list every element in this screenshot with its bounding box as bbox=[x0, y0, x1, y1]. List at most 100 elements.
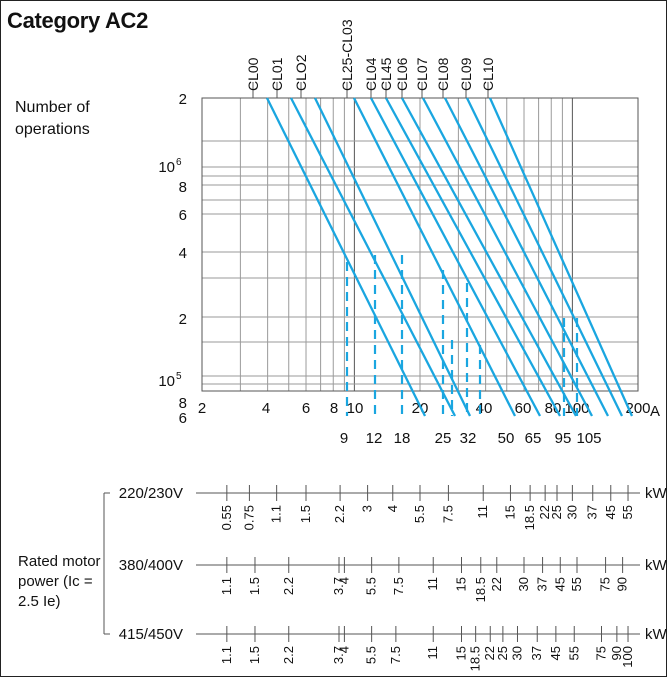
x-tick-label: 4 bbox=[262, 400, 270, 417]
power-tick-label: 0.75 bbox=[241, 505, 256, 530]
rated-current-label: 65 bbox=[525, 430, 542, 447]
power-tick-label: 11 bbox=[425, 646, 440, 660]
series-label: CL25-CL03 bbox=[339, 19, 355, 91]
x-tick-label: 40 bbox=[476, 400, 493, 417]
y-tick-label: 6 bbox=[179, 410, 187, 427]
power-unit-label: kW bbox=[645, 557, 667, 574]
series-line-cl45 bbox=[384, 97, 562, 417]
rated-current-label: 95 bbox=[555, 430, 572, 447]
power-tick-label: 11 bbox=[475, 505, 490, 519]
series-label: CLO2 bbox=[293, 54, 309, 91]
power-tick-label: 55 bbox=[620, 505, 635, 519]
x-tick-label: 10 bbox=[347, 400, 364, 417]
power-tick-label: 3 bbox=[360, 505, 375, 512]
power-tick-label: 75 bbox=[593, 646, 608, 660]
rated-current-label: 32 bbox=[460, 430, 477, 447]
series-label: CL45 bbox=[378, 57, 394, 91]
power-tick-label: 4 bbox=[336, 646, 351, 653]
power-tick-label: 30 bbox=[509, 646, 524, 660]
power-tick-label: 25 bbox=[549, 505, 564, 519]
plot-border bbox=[201, 97, 639, 392]
power-tick-label: 4 bbox=[336, 577, 351, 584]
power-voltage-label: 380/400V bbox=[119, 557, 183, 574]
series-line-cl04 bbox=[369, 97, 542, 417]
y-tick-label-exponent: 6 bbox=[176, 157, 182, 168]
series-label: CL08 bbox=[435, 57, 451, 91]
series-label: CL01 bbox=[269, 57, 285, 91]
power-tick-label: 0.55 bbox=[219, 505, 234, 530]
x-tick-label: 8 bbox=[330, 400, 338, 417]
series-label: CL04 bbox=[363, 57, 379, 91]
power-tick-label: 55 bbox=[569, 577, 584, 591]
series-line-clo2 bbox=[313, 97, 472, 417]
y-tick-label: 10 bbox=[158, 159, 175, 176]
power-tick-label: 55 bbox=[566, 646, 581, 660]
power-tick-label: 18.5 bbox=[522, 505, 537, 530]
series-label: CL10 bbox=[480, 57, 496, 91]
power-tick-label: 18.5 bbox=[473, 577, 488, 602]
y-axis-label: Number of operations bbox=[15, 99, 90, 138]
power-tick-label: 3.7 bbox=[331, 646, 346, 664]
power-tick-label: 5.5 bbox=[412, 505, 427, 523]
series-line-cl25-cl03 bbox=[352, 97, 517, 417]
y-tick-label: 4 bbox=[179, 245, 187, 262]
series-line-cl06 bbox=[400, 97, 578, 417]
series-label: CL06 bbox=[394, 57, 410, 91]
series-line-cl07 bbox=[421, 97, 594, 417]
series-line-cl00 bbox=[265, 97, 427, 417]
series-line-cl09 bbox=[465, 97, 624, 417]
power-tick-label: 30 bbox=[516, 577, 531, 591]
rated-current-label: 12 bbox=[366, 430, 383, 447]
power-tick-label: 2.2 bbox=[332, 505, 347, 523]
power-tick-label: 1.1 bbox=[219, 577, 234, 595]
series-label: CL09 bbox=[458, 57, 474, 91]
series-line-cl08 bbox=[443, 97, 610, 417]
power-tick-label: 45 bbox=[552, 577, 567, 591]
series-line-cl10 bbox=[488, 97, 634, 417]
power-tick-label: 22 bbox=[489, 577, 504, 591]
power-tick-label: 22 bbox=[482, 646, 497, 660]
power-voltage-label: 220/230V bbox=[119, 485, 183, 502]
power-tick-label: 5.5 bbox=[364, 577, 379, 595]
power-tick-label: 15 bbox=[502, 505, 517, 519]
power-tick-label: 1.5 bbox=[247, 577, 262, 595]
rated-current-label: 105 bbox=[576, 430, 601, 447]
series-line-cl01 bbox=[289, 97, 457, 417]
rated-current-label: 18 bbox=[394, 430, 411, 447]
y-tick-label: 10 bbox=[158, 373, 175, 390]
power-tick-label: 37 bbox=[529, 646, 544, 660]
power-tick-label: 100 bbox=[620, 646, 635, 668]
power-tick-label: 2.2 bbox=[281, 646, 296, 664]
y-tick-label: 8 bbox=[179, 179, 187, 196]
power-tick-label: 1.1 bbox=[269, 505, 284, 523]
power-tick-label: 75 bbox=[598, 577, 613, 591]
rated-current-label: 25 bbox=[435, 430, 452, 447]
power-tick-label: 7.5 bbox=[391, 577, 406, 595]
rated-current-label: 50 bbox=[498, 430, 515, 447]
rated-power-label: Rated motor power (Ic = 2.5 Ie) bbox=[18, 553, 101, 610]
y-tick-label: 2 bbox=[179, 91, 187, 108]
series-label: CL00 bbox=[245, 57, 261, 91]
power-unit-label: kW bbox=[645, 626, 667, 643]
power-tick-label: 25 bbox=[495, 646, 510, 660]
rated-current-label: 9 bbox=[340, 430, 348, 447]
power-tick-label: 2.2 bbox=[281, 577, 296, 595]
power-tick-label: 30 bbox=[564, 505, 579, 519]
power-tick-label: 15 bbox=[453, 646, 468, 660]
x-tick-label: 60 bbox=[515, 400, 532, 417]
power-tick-label: 11 bbox=[425, 577, 440, 591]
power-tick-label: 22 bbox=[537, 505, 552, 519]
series-label: CL07 bbox=[414, 57, 430, 91]
power-tick-label: 37 bbox=[585, 505, 600, 519]
power-tick-label: 1.1 bbox=[219, 646, 234, 664]
power-unit-label: kW bbox=[645, 485, 667, 502]
chart-title: Category AC2 bbox=[7, 8, 149, 33]
y-tick-label-exponent: 5 bbox=[176, 371, 182, 382]
power-voltage-label: 415/450V bbox=[119, 626, 183, 643]
power-tick-label: 90 bbox=[609, 646, 624, 660]
x-unit-label: A bbox=[650, 403, 660, 420]
y-tick-label: 2 bbox=[179, 311, 187, 328]
power-tick-label: 15 bbox=[453, 577, 468, 591]
power-tick-label: 90 bbox=[615, 577, 630, 591]
